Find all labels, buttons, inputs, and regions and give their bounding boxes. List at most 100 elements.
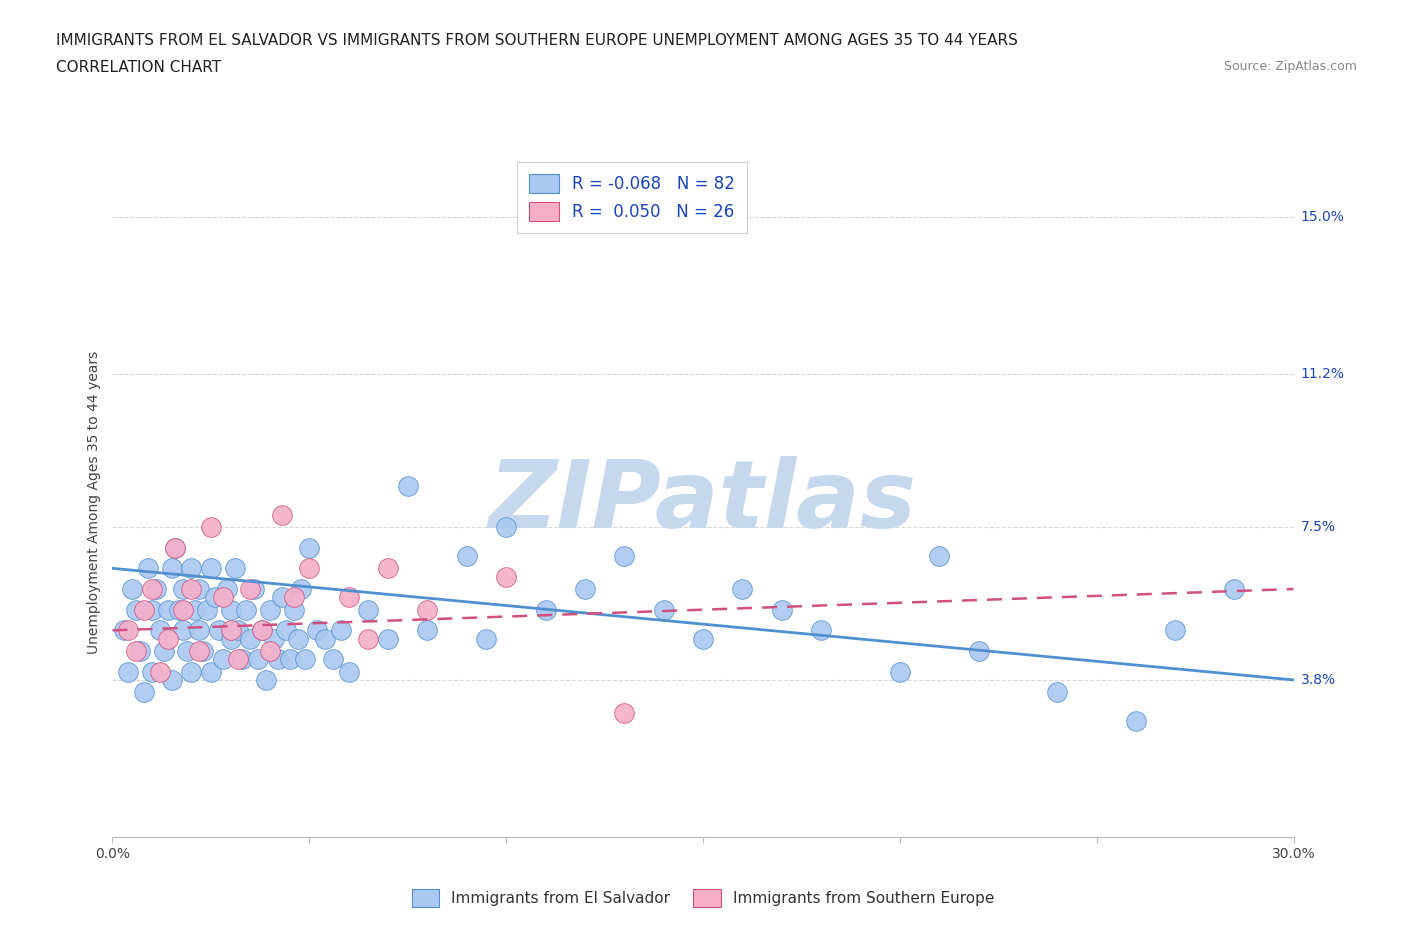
Point	[247, 652, 270, 667]
Point	[239, 631, 262, 646]
Point	[172, 603, 194, 618]
Point	[228, 623, 250, 638]
Point	[165, 540, 187, 555]
Point	[180, 581, 202, 596]
Point	[200, 561, 222, 576]
Point	[239, 581, 262, 596]
Point	[228, 652, 250, 667]
Text: Source: ZipAtlas.com: Source: ZipAtlas.com	[1223, 60, 1357, 73]
Point	[141, 581, 163, 596]
Point	[231, 652, 253, 667]
Y-axis label: Unemployment Among Ages 35 to 44 years: Unemployment Among Ages 35 to 44 years	[87, 351, 101, 654]
Point	[298, 540, 321, 555]
Point	[534, 603, 557, 618]
Point	[731, 581, 754, 596]
Point	[152, 644, 174, 658]
Point	[200, 520, 222, 535]
Text: CORRELATION CHART: CORRELATION CHART	[56, 60, 221, 75]
Point	[475, 631, 498, 646]
Point	[117, 664, 139, 679]
Point	[889, 664, 911, 679]
Point	[283, 590, 305, 604]
Point	[357, 603, 380, 618]
Point	[121, 581, 143, 596]
Point	[125, 644, 148, 658]
Point	[219, 603, 242, 618]
Point	[495, 569, 517, 584]
Point	[416, 623, 439, 638]
Point	[117, 623, 139, 638]
Point	[770, 603, 793, 618]
Point	[283, 603, 305, 618]
Point	[188, 581, 211, 596]
Point	[1223, 581, 1246, 596]
Legend: R = -0.068   N = 82, R =  0.050   N = 26: R = -0.068 N = 82, R = 0.050 N = 26	[517, 163, 747, 232]
Point	[125, 603, 148, 618]
Point	[337, 664, 360, 679]
Point	[456, 549, 478, 564]
Point	[219, 623, 242, 638]
Point	[298, 561, 321, 576]
Point	[270, 590, 292, 604]
Point	[235, 603, 257, 618]
Point	[967, 644, 990, 658]
Point	[141, 603, 163, 618]
Point	[396, 478, 419, 493]
Point	[613, 706, 636, 721]
Point	[165, 540, 187, 555]
Point	[208, 623, 231, 638]
Point	[613, 549, 636, 564]
Text: ZIPatlas: ZIPatlas	[489, 457, 917, 548]
Point	[180, 664, 202, 679]
Point	[184, 603, 207, 618]
Point	[1046, 684, 1069, 699]
Text: 11.2%: 11.2%	[1301, 367, 1344, 381]
Point	[136, 561, 159, 576]
Point	[263, 631, 285, 646]
Point	[132, 684, 155, 699]
Point	[195, 603, 218, 618]
Point	[377, 631, 399, 646]
Point	[243, 581, 266, 596]
Point	[250, 623, 273, 638]
Point	[180, 561, 202, 576]
Point	[314, 631, 336, 646]
Point	[290, 581, 312, 596]
Point	[176, 644, 198, 658]
Point	[172, 623, 194, 638]
Point	[652, 603, 675, 618]
Legend: Immigrants from El Salvador, Immigrants from Southern Europe: Immigrants from El Salvador, Immigrants …	[405, 884, 1001, 913]
Point	[495, 520, 517, 535]
Point	[172, 581, 194, 596]
Point	[1125, 714, 1147, 729]
Point	[129, 644, 152, 658]
Point	[204, 590, 226, 604]
Point	[574, 581, 596, 596]
Point	[357, 631, 380, 646]
Point	[211, 590, 233, 604]
Point	[254, 672, 277, 687]
Point	[169, 603, 191, 618]
Point	[307, 623, 329, 638]
Point	[337, 590, 360, 604]
Text: IMMIGRANTS FROM EL SALVADOR VS IMMIGRANTS FROM SOUTHERN EUROPE UNEMPLOYMENT AMON: IMMIGRANTS FROM EL SALVADOR VS IMMIGRANT…	[56, 33, 1018, 47]
Point	[322, 652, 344, 667]
Point	[132, 603, 155, 618]
Text: 15.0%: 15.0%	[1301, 210, 1344, 224]
Point	[145, 581, 167, 596]
Point	[156, 631, 179, 646]
Point	[250, 623, 273, 638]
Point	[377, 561, 399, 576]
Point	[160, 672, 183, 687]
Point	[188, 644, 211, 658]
Text: 7.5%: 7.5%	[1301, 520, 1336, 534]
Point	[141, 664, 163, 679]
Point	[112, 623, 135, 638]
Point	[1164, 623, 1187, 638]
Text: 3.8%: 3.8%	[1301, 673, 1336, 687]
Point	[215, 581, 238, 596]
Point	[200, 664, 222, 679]
Point	[156, 603, 179, 618]
Point	[219, 631, 242, 646]
Point	[259, 644, 281, 658]
